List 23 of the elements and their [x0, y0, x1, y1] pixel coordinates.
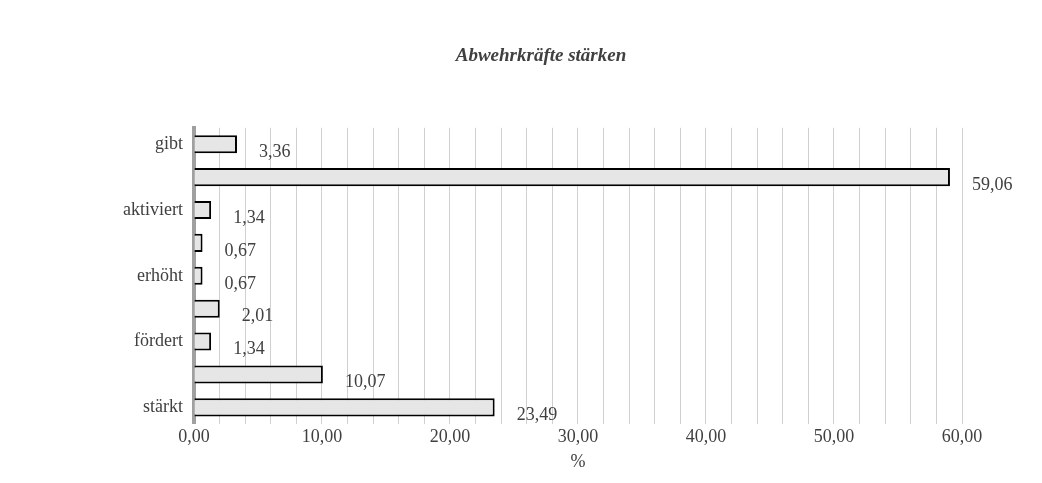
data-label: 1,34 [233, 206, 265, 227]
data-label: 2,01 [241, 305, 274, 326]
y-tick-label: stärkt [142, 396, 183, 417]
y-tick-label: aktiviert [122, 198, 183, 219]
data-label: 3,36 [258, 140, 291, 161]
x-tick-label: 30,00 [557, 426, 599, 447]
data-label: 0,67 [224, 239, 257, 260]
x-tick-label: 40,00 [685, 426, 727, 447]
y-tick-label: erhöht [136, 264, 183, 285]
data-label: 1,34 [233, 338, 265, 359]
y-tick-label: gibt [154, 132, 183, 153]
y-tick-label: fördert [133, 330, 183, 351]
data-label: 0,67 [224, 272, 257, 293]
x-tick-label: 10,00 [301, 426, 343, 447]
data-label: 10,07 [344, 371, 386, 392]
x-tick-label: 20,00 [429, 426, 471, 447]
x-tick-label: 60,00 [941, 426, 983, 447]
x-tick-label: 50,00 [813, 426, 855, 447]
chart-title: Abwehrkräfte stärken [454, 44, 627, 66]
data-label: 59,06 [971, 173, 1013, 194]
x-tick-label: 0,00 [178, 426, 210, 447]
x-axis-title: % [570, 450, 586, 471]
data-label: 23,49 [516, 404, 558, 425]
